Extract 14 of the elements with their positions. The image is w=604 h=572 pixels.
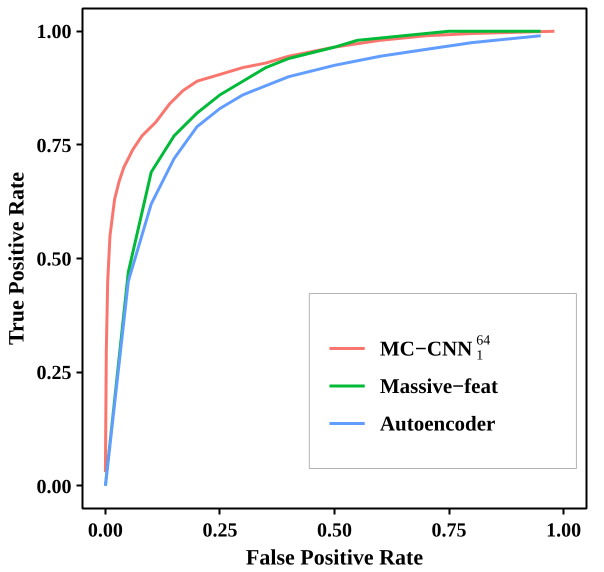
x-tick-label: 1.00 (546, 520, 582, 542)
y-tick-label: 1.00 (36, 21, 72, 44)
legend-label: Massive−feat (380, 374, 498, 398)
y-tick-label: 0.25 (36, 362, 72, 384)
legend-label: Autoencoder (380, 412, 496, 436)
x-tick-label: 0.75 (432, 520, 467, 542)
x-tick-label: 0.50 (317, 520, 352, 542)
y-tick-label: 0.50 (36, 248, 72, 270)
y-tick-label: 0.00 (36, 476, 72, 498)
y-axis-title: True Positive Rate (4, 172, 28, 346)
x-tick-label: 0.00 (88, 520, 123, 542)
x-axis-title: False Positive Rate (246, 544, 424, 570)
y-tick-label: 0.75 (36, 134, 72, 157)
x-tick-label: 0.25 (202, 520, 238, 542)
